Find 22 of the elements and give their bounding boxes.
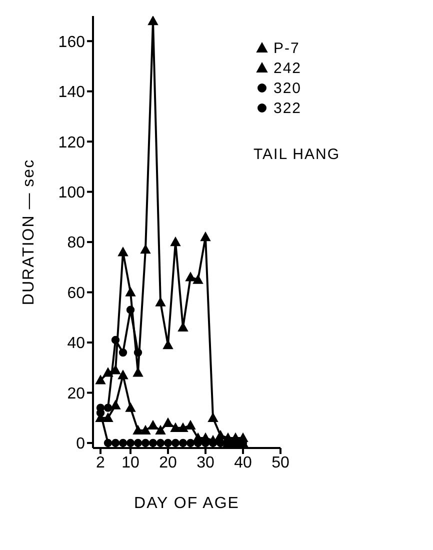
y-tick-label: 40 bbox=[67, 335, 86, 352]
legend-label: P-7 bbox=[273, 40, 300, 56]
y-tick-label: 20 bbox=[67, 385, 86, 402]
x-tick-label: 50 bbox=[272, 454, 290, 472]
legend-label: 322 bbox=[273, 100, 302, 116]
legend-label: 242 bbox=[273, 60, 302, 76]
y-axis-title: DURATION — sec bbox=[20, 158, 38, 306]
x-tick-label: 20 bbox=[159, 454, 177, 472]
annotation: TAIL HANG bbox=[253, 146, 340, 163]
y-tick-label: 80 bbox=[67, 234, 86, 252]
y-tick-label: 160 bbox=[58, 34, 86, 51]
x-tick-label: 30 bbox=[196, 454, 214, 472]
x-tick-label: 10 bbox=[122, 454, 140, 472]
y-tick-label: 0 bbox=[76, 436, 86, 453]
x-tick-label: 40 bbox=[234, 454, 252, 472]
y-tick-label: 100 bbox=[58, 184, 86, 202]
y-tick-label: 60 bbox=[67, 284, 86, 302]
legend-label: 320 bbox=[273, 80, 302, 96]
x-tick-label: 2 bbox=[96, 454, 106, 472]
y-tick-label: 120 bbox=[58, 134, 86, 152]
x-axis-title: DAY OF AGE bbox=[134, 495, 240, 512]
y-tick-label: 140 bbox=[58, 84, 86, 102]
